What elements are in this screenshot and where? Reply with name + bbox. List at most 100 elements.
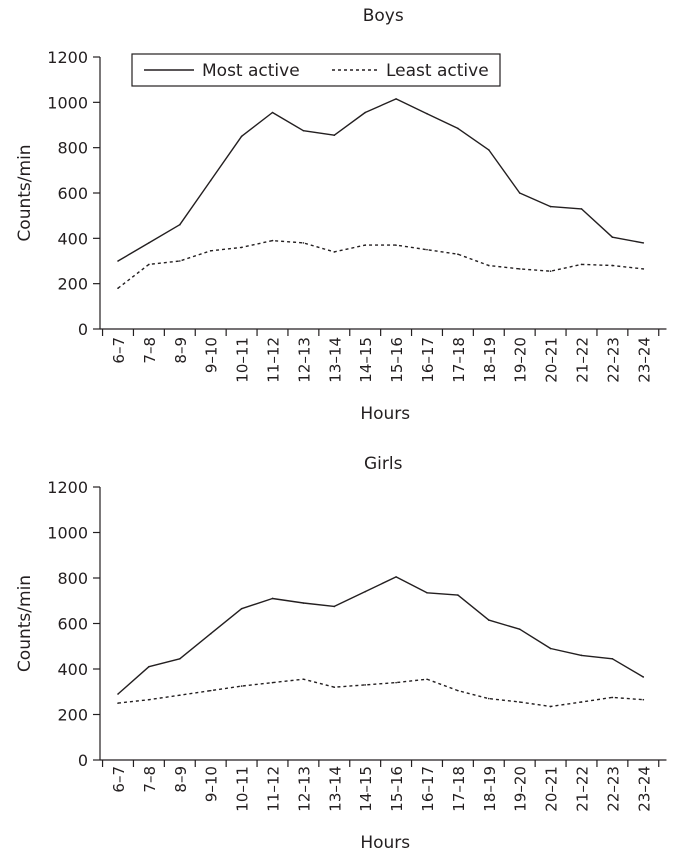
x-tick-label: 15–16 <box>388 337 406 383</box>
series-line-most-active <box>117 576 644 695</box>
x-axis-label: Hours <box>360 404 410 424</box>
y-tick-label: 0 <box>78 751 88 770</box>
x-tick-label: 21–22 <box>574 337 592 383</box>
data-point <box>580 654 583 657</box>
data-point <box>426 248 428 251</box>
data-point <box>518 628 521 630</box>
legend-label-most-active: Most active <box>202 61 300 81</box>
data-point <box>488 697 490 700</box>
data-point <box>488 619 490 621</box>
data-point <box>611 236 614 238</box>
x-tick-label: 8–9 <box>172 337 190 364</box>
x-tick-label: 9–10 <box>203 766 221 802</box>
x-tick-label: 17–18 <box>450 337 468 383</box>
data-point <box>426 591 428 594</box>
data-point <box>117 693 119 695</box>
data-point <box>117 287 119 290</box>
data-point <box>333 686 336 688</box>
x-tick-label: 7–8 <box>141 337 159 364</box>
data-point <box>364 590 367 593</box>
y-tick-label: 600 <box>57 615 88 634</box>
data-point <box>580 701 583 703</box>
data-point <box>611 657 614 660</box>
y-axis-label: Counts/min <box>15 144 35 241</box>
data-point <box>240 685 243 687</box>
x-tick-label: 9–10 <box>203 337 221 373</box>
data-point <box>395 98 397 100</box>
y-tick-label: 1000 <box>47 524 88 543</box>
data-point <box>457 689 459 692</box>
data-point <box>457 253 459 255</box>
x-tick-label: 14–15 <box>357 766 375 812</box>
data-point <box>642 676 645 678</box>
y-axis-label: Counts/min <box>15 575 35 672</box>
x-tick-label: 10–11 <box>234 337 252 383</box>
data-point <box>271 111 274 114</box>
x-tick-label: 23–24 <box>635 766 653 812</box>
data-point <box>611 696 614 699</box>
chart-title: Girls <box>364 454 403 474</box>
data-point <box>240 135 243 138</box>
data-point <box>271 597 274 600</box>
x-tick-label: 22–23 <box>604 766 622 812</box>
data-point <box>549 270 552 273</box>
x-tick-label: 11–12 <box>265 337 283 383</box>
data-point <box>457 594 459 596</box>
data-point <box>549 205 552 208</box>
data-point <box>549 647 552 650</box>
y-tick-label: 0 <box>78 320 88 339</box>
data-point <box>240 607 243 610</box>
x-tick-label: 8–9 <box>172 766 190 793</box>
x-tick-label: 23–24 <box>635 337 653 383</box>
x-tick-label: 14–15 <box>357 337 375 383</box>
data-point <box>333 605 336 608</box>
x-tick-label: 20–21 <box>543 337 561 383</box>
chart-panel-2: Girls 0 200 400 600 800 1000 1200 6–7 7–8 8–9 9–10 1… <box>15 454 667 853</box>
data-point <box>395 244 397 246</box>
x-tick-label: 11–12 <box>265 766 283 812</box>
y-tick-label: 1200 <box>47 48 88 67</box>
x-tick-label: 17–18 <box>450 766 468 812</box>
data-point <box>426 678 428 681</box>
x-tick-label: 6–7 <box>110 337 128 364</box>
data-point <box>642 268 645 270</box>
y-tick-label: 400 <box>57 229 88 248</box>
data-point <box>488 149 490 151</box>
data-point <box>148 698 150 701</box>
y-tick-label: 800 <box>57 139 88 158</box>
x-tick-label: 12–13 <box>295 766 313 812</box>
data-point <box>364 684 367 686</box>
data-point <box>642 698 645 701</box>
data-point <box>518 192 521 194</box>
x-tick-label: 18–19 <box>481 766 499 812</box>
data-point <box>209 179 212 182</box>
data-point <box>117 702 119 704</box>
data-point <box>395 681 397 684</box>
data-point <box>488 264 490 267</box>
y-tick-label: 400 <box>57 660 88 679</box>
data-point <box>642 242 645 244</box>
y-tick-label: 200 <box>57 706 88 725</box>
legend: Most active Least active <box>131 53 501 87</box>
x-tick-label: 7–8 <box>141 766 159 793</box>
data-point <box>148 242 150 244</box>
data-point <box>271 239 274 242</box>
data-point <box>179 694 181 696</box>
data-point <box>518 701 521 703</box>
data-point <box>209 632 212 635</box>
x-axis-label: Hours <box>360 833 410 853</box>
data-point <box>302 602 305 604</box>
y-tick-label: 1000 <box>47 93 88 112</box>
data-point <box>364 111 367 114</box>
x-tick-label: 21–22 <box>574 766 592 812</box>
x-tick-label: 10–11 <box>234 766 252 812</box>
series-line-least-active <box>117 678 644 708</box>
data-point <box>333 134 336 136</box>
chart-panel-1: Boys 0 200 400 600 800 1000 1200 6–7 7–8 8–9 9–10 10… <box>15 6 667 424</box>
data-point <box>240 246 243 249</box>
data-point <box>580 208 583 210</box>
data-point <box>148 665 150 668</box>
data-point <box>117 260 119 262</box>
data-point <box>426 112 428 115</box>
